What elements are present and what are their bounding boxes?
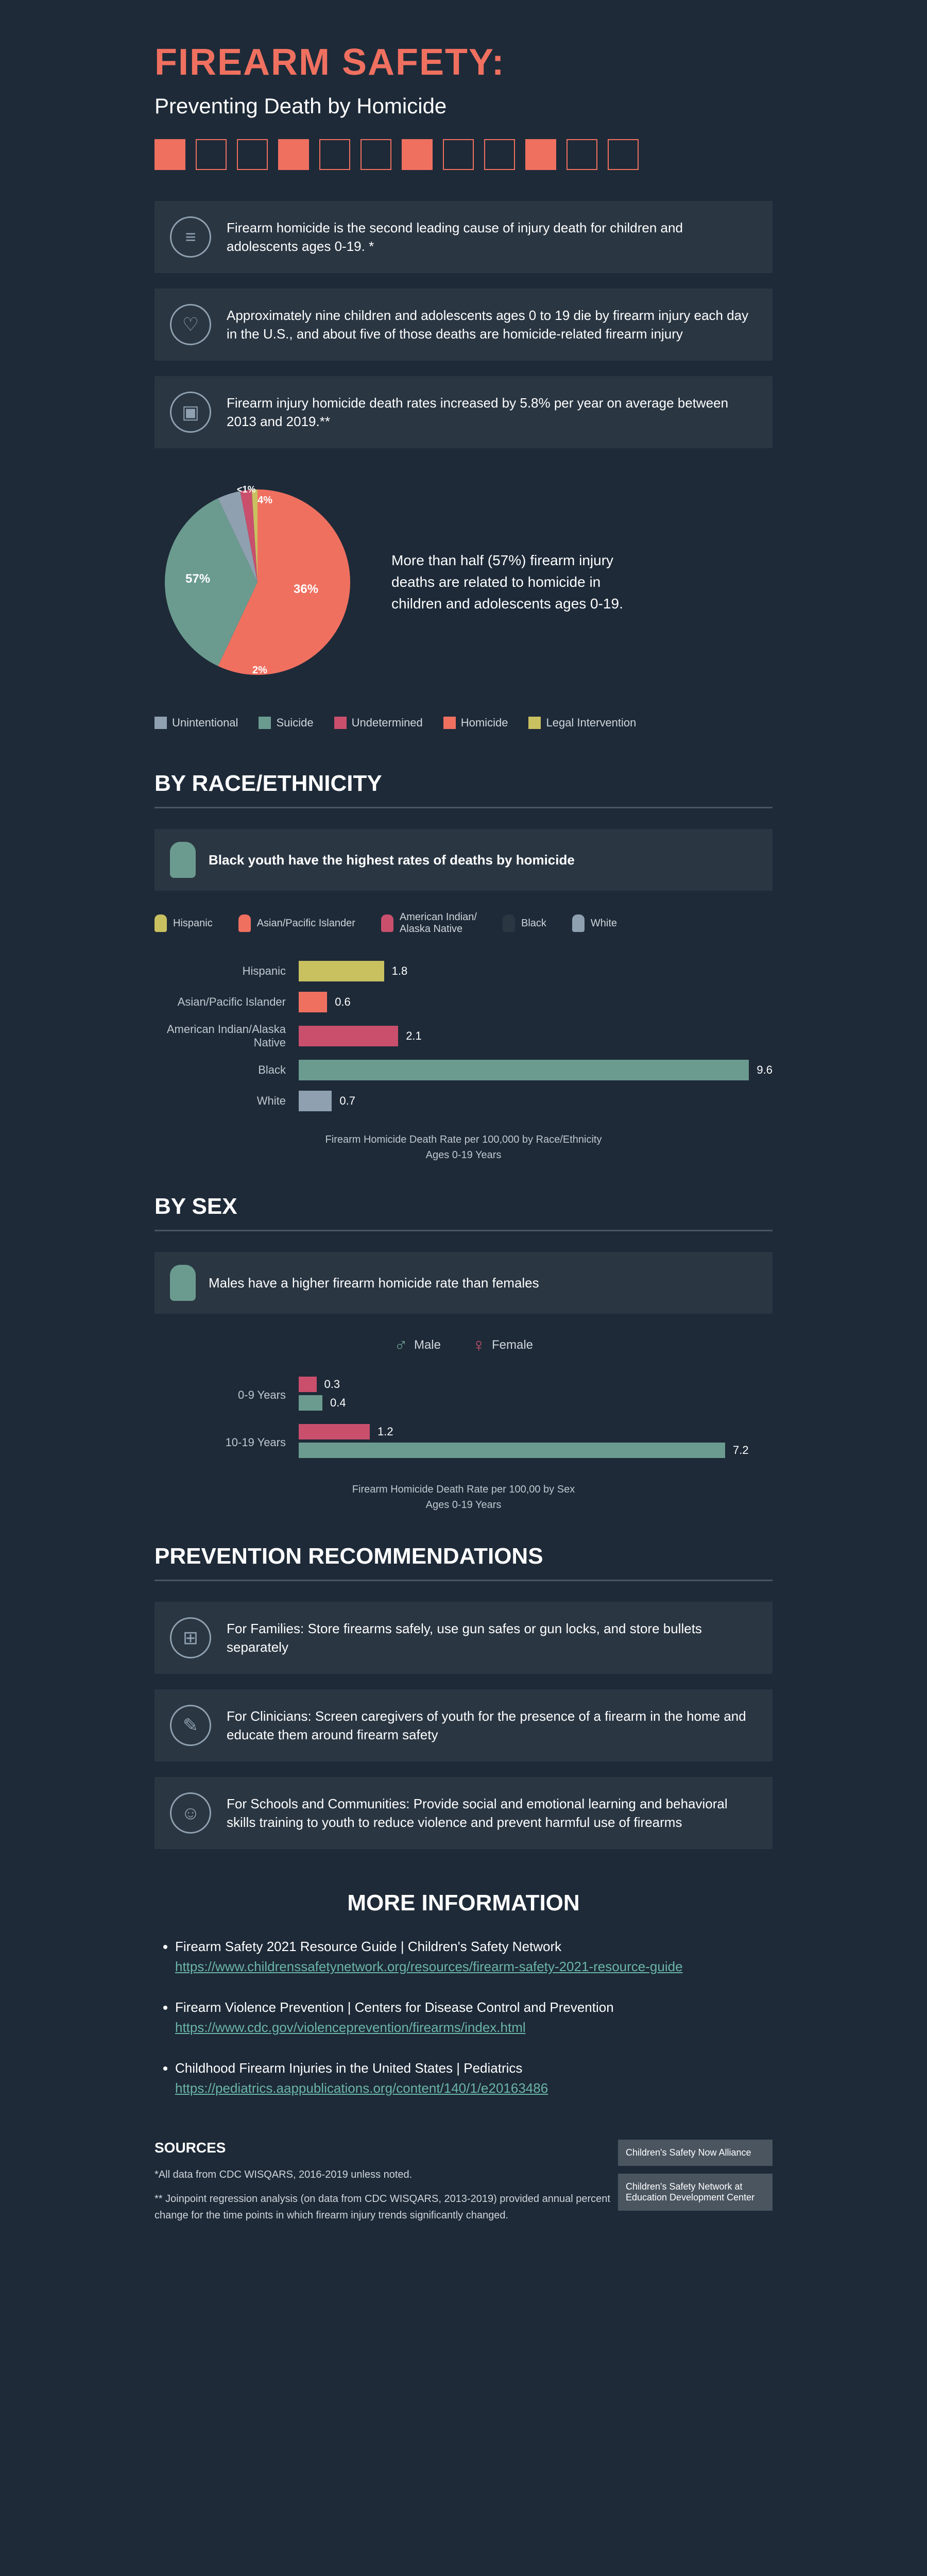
sex-chart: 0-9 Years0.30.4 10-19 Years1.27.2 (154, 1377, 772, 1461)
fact-text: Firearm injury homicide death rates incr… (227, 394, 757, 431)
bar-row: Hispanic1.8 (154, 961, 772, 981)
prevention-icon: ⊞ (170, 1617, 211, 1658)
sex-heading: BY SEX (154, 1194, 772, 1231)
prevention-item: ⊞ For Families: Store firearms safely, us… (154, 1602, 772, 1674)
person-icon (170, 842, 196, 878)
more-item: Firearm Safety 2021 Resource Guide | Chi… (175, 1937, 772, 1977)
prevention-heading: PREVENTION RECOMMENDATIONS (154, 1544, 772, 1581)
race-heading: BY RACE/ETHNICITY (154, 771, 772, 808)
race-legend-item: Black (503, 911, 546, 935)
fact-box: ≡ Firearm homicide is the second leading … (154, 201, 772, 273)
icon-strip (154, 139, 772, 170)
bar-group: 10-19 Years1.27.2 (154, 1424, 772, 1461)
fact-text: Firearm homicide is the second leading c… (227, 218, 757, 256)
pie-label: 4% (258, 495, 272, 506)
pie-label: <1% (237, 484, 256, 495)
resource-link[interactable]: https://pediatrics.aappublications.org/c… (175, 2080, 548, 2096)
fact-icon: ♡ (170, 304, 211, 345)
pie-label: 2% (252, 665, 267, 676)
bar-group: 0-9 Years0.30.4 (154, 1377, 772, 1414)
race-legend: Hispanic Asian/Pacific Islander American I… (154, 911, 772, 935)
sex-legend-item: ♂Male (394, 1334, 441, 1356)
race-legend-item: Hispanic (154, 911, 213, 935)
fact-box: ▣ Firearm injury homicide death rates inc… (154, 376, 772, 448)
logo: Children's Safety Now Alliance (618, 2140, 772, 2166)
pie-label: 36% (294, 582, 318, 597)
sex-legend: ♂Male ♀Female (154, 1334, 772, 1356)
race-chart: Hispanic1.8 Asian/Pacific Islander0.6 Amer… (154, 961, 772, 1111)
prevention-item: ✎ For Clinicians: Screen caregivers of yo… (154, 1689, 772, 1761)
bar-row: American Indian/Alaska Native2.1 (154, 1023, 772, 1049)
page-subtitle: Preventing Death by Homicide (154, 94, 772, 118)
race-legend-item: American Indian/Alaska Native (381, 911, 477, 935)
race-legend-item: Asian/Pacific Islander (238, 911, 355, 935)
sex-caption: Firearm Homicide Death Rate per 100,00 b… (154, 1482, 772, 1513)
prevention-item: ☺ For Schools and Communities: Provide so… (154, 1777, 772, 1849)
legend-item: Suicide (259, 716, 313, 730)
person-icon (170, 1265, 196, 1301)
prevention-icon: ✎ (170, 1705, 211, 1746)
prevention-text: For Clinicians: Screen caregivers of you… (227, 1707, 757, 1744)
pie-legend: Unintentional Suicide Undetermined Homicide… (154, 716, 772, 730)
more-list: Firearm Safety 2021 Resource Guide | Chi… (154, 1937, 772, 2098)
fact-icon: ≡ (170, 216, 211, 258)
fact-text: Approximately nine children and adolesce… (227, 306, 757, 344)
fact-icon: ▣ (170, 392, 211, 433)
pie-description: More than half (57%) firearm injury deat… (391, 550, 649, 615)
bar-row: Asian/Pacific Islander0.6 (154, 992, 772, 1012)
pie-chart: 57% 36% 4% 2% <1% (154, 479, 360, 685)
resource-link[interactable]: https://www.cdc.gov/violenceprevention/f… (175, 2020, 526, 2035)
resource-link[interactable]: https://www.childrenssafetynetwork.org/r… (175, 1959, 683, 1974)
legend-item: Homicide (443, 716, 508, 730)
logo: Children's Safety Network at Education D… (618, 2174, 772, 2211)
more-item: Firearm Violence Prevention | Centers fo… (175, 1997, 772, 2038)
legend-item: Undetermined (334, 716, 423, 730)
more-heading: MORE INFORMATION (154, 1890, 772, 1916)
legend-item: Legal Intervention (528, 716, 636, 730)
sex-callout: Males have a higher firearm homicide rat… (209, 1275, 539, 1291)
bar-row: White0.7 (154, 1091, 772, 1111)
prevention-text: For Families: Store firearms safely, use… (227, 1619, 757, 1657)
prevention-text: For Schools and Communities: Provide soc… (227, 1794, 757, 1832)
race-callout: Black youth have the highest rates of de… (209, 852, 575, 868)
prevention-icon: ☺ (170, 1792, 211, 1834)
fact-box: ♡ Approximately nine children and adolesc… (154, 289, 772, 361)
sex-legend-item: ♀Female (472, 1334, 533, 1356)
race-caption: Firearm Homicide Death Rate per 100,000 … (154, 1132, 772, 1163)
more-item: Childhood Firearm Injuries in the United… (175, 2058, 772, 2098)
page-title: FIREARM SAFETY: (154, 41, 772, 83)
legend-item: Unintentional (154, 716, 238, 730)
race-legend-item: White (572, 911, 617, 935)
pie-label: 57% (185, 572, 210, 586)
bar-row: Black9.6 (154, 1060, 772, 1080)
